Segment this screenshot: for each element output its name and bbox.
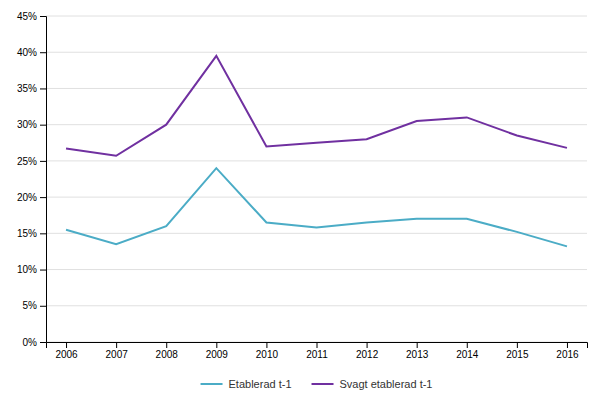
- y-tick-mark: [40, 125, 46, 126]
- legend-swatch: [201, 383, 223, 385]
- legend-swatch: [312, 383, 334, 385]
- grid-line: [46, 88, 587, 89]
- x-tick-label: 2006: [55, 349, 78, 360]
- x-tick-label: 2007: [106, 349, 129, 360]
- y-tick-mark: [40, 197, 46, 198]
- x-tick: 2011: [306, 342, 328, 360]
- legend-label: Etablerad t-1: [229, 378, 292, 390]
- x-tick-mark: [216, 342, 217, 348]
- grid-line: [46, 52, 587, 53]
- x-tick-label: 2011: [306, 349, 328, 360]
- y-tick: 30%: [17, 119, 46, 130]
- x-tick-mark: [66, 342, 67, 348]
- grid-line: [46, 160, 587, 161]
- y-tick-mark: [40, 52, 46, 53]
- grid-line: [46, 233, 587, 234]
- x-tick: 2014: [456, 342, 479, 360]
- y-tick-mark: [40, 233, 46, 234]
- x-tick: 2012: [356, 342, 379, 360]
- x-tick-mark: [367, 342, 368, 348]
- x-tick: 2015: [506, 342, 529, 360]
- x-tick: 2008: [156, 342, 179, 360]
- x-tick: 2013: [406, 342, 429, 360]
- y-tick-mark: [40, 342, 46, 343]
- y-tick-label: 45%: [17, 11, 37, 22]
- y-tick-mark: [40, 16, 46, 17]
- y-tick-mark: [40, 270, 46, 271]
- y-tick: 20%: [17, 192, 46, 203]
- y-tick: 0%: [23, 337, 46, 348]
- legend-label: Svagt etablerad t-1: [340, 378, 433, 390]
- x-tick-label: 2015: [506, 349, 529, 360]
- x-tick-mark: [417, 342, 418, 348]
- x-tick-label: 2012: [356, 349, 379, 360]
- grid-line: [46, 16, 587, 17]
- y-tick-label: 30%: [17, 119, 37, 130]
- y-tick-mark: [40, 306, 46, 307]
- x-tick: 2010: [256, 342, 279, 360]
- y-tick-label: 5%: [23, 300, 38, 311]
- series-line: [66, 56, 567, 156]
- y-tick-mark: [40, 88, 46, 89]
- grid-line: [46, 305, 587, 306]
- x-tick-label: 2014: [456, 349, 479, 360]
- legend: Etablerad t-1 Svagt etablerad t-1: [201, 378, 433, 390]
- x-tick: 2007: [106, 342, 129, 360]
- y-tick: 40%: [17, 47, 46, 58]
- grid-line: [46, 269, 587, 270]
- x-tick-mark: [116, 342, 117, 348]
- y-tick-label: 0%: [23, 337, 38, 348]
- x-tick: 2006: [55, 342, 78, 360]
- y-tick-label: 20%: [17, 192, 37, 203]
- x-tick-label: 2013: [406, 349, 429, 360]
- grid-line: [46, 197, 587, 198]
- x-tick: 2009: [206, 342, 229, 360]
- y-axis: 0% 5% 10% 15% 20% 25% 30% 35% 40% 45%: [17, 11, 47, 348]
- x-axis: 2006 2007 2008 2009 2010 2011 2012 2013 2014 2015…: [47, 342, 588, 360]
- plot-area: [66, 56, 567, 247]
- y-tick: 10%: [17, 264, 46, 275]
- x-tick-mark: [467, 342, 468, 348]
- legend-item: Etablerad t-1: [201, 378, 292, 390]
- x-tick-mark: [317, 342, 318, 348]
- y-tick-mark: [40, 161, 46, 162]
- y-tick-label: 10%: [17, 264, 37, 275]
- grid-line: [46, 124, 587, 125]
- legend-item: Svagt etablerad t-1: [312, 378, 433, 390]
- y-tick-label: 40%: [17, 47, 37, 58]
- y-tick: 25%: [17, 156, 46, 167]
- x-tick-label: 2008: [156, 349, 179, 360]
- y-axis-line: [40, 17, 47, 343]
- y-tick-label: 25%: [17, 156, 37, 167]
- y-tick-label: 35%: [17, 83, 37, 94]
- x-tick: 2016: [556, 342, 579, 360]
- y-tick: 5%: [23, 300, 46, 311]
- y-tick: 35%: [17, 83, 46, 94]
- x-tick-mark: [517, 342, 518, 348]
- x-tick-mark: [567, 342, 568, 348]
- y-tick: 45%: [17, 11, 46, 22]
- x-tick-label: 2016: [556, 349, 579, 360]
- series-line: [66, 168, 567, 246]
- x-axis-line: [47, 343, 588, 349]
- x-tick-mark: [266, 342, 267, 348]
- x-tick-label: 2010: [256, 349, 279, 360]
- grid: [46, 16, 587, 342]
- y-tick-label: 15%: [17, 228, 37, 239]
- x-tick-label: 2009: [206, 349, 229, 360]
- chart: 2006 2007 2008 2009 2010 2011 2012 2013 2014 2015…: [0, 0, 605, 404]
- y-tick: 15%: [17, 228, 46, 239]
- x-tick-mark: [166, 342, 167, 348]
